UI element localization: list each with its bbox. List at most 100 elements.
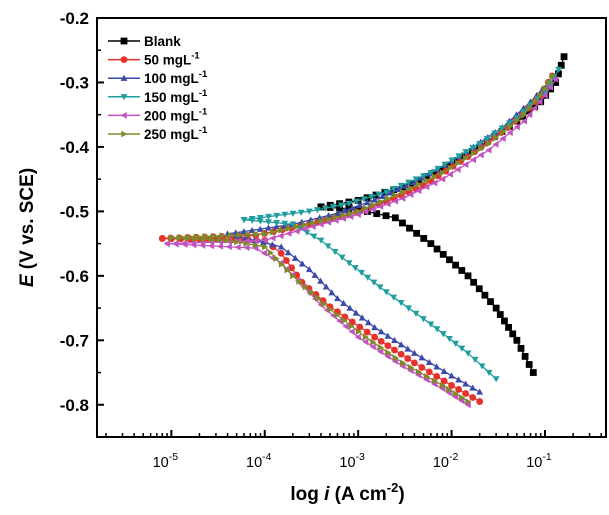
data-point <box>265 219 272 226</box>
series-line <box>320 56 565 208</box>
data-point <box>356 201 364 208</box>
data-point <box>262 230 269 238</box>
data-point <box>291 254 299 261</box>
data-point <box>446 256 453 264</box>
data-point <box>342 322 349 330</box>
data-point <box>224 236 231 244</box>
data-point <box>248 215 256 223</box>
data-point <box>211 232 218 240</box>
data-point <box>433 363 441 370</box>
data-point <box>439 385 446 393</box>
data-point <box>194 233 201 241</box>
data-point <box>534 95 542 102</box>
y-tick-label: -0.5 <box>60 202 89 221</box>
plot-area-frame <box>96 17 607 438</box>
data-point <box>314 294 322 302</box>
data-point <box>447 164 454 172</box>
data-point <box>377 348 384 355</box>
data-point <box>377 343 384 351</box>
data-point <box>446 170 453 178</box>
data-point <box>352 309 360 316</box>
x-tick-label: 10-4 <box>246 451 272 471</box>
data-point <box>348 204 356 211</box>
data-point <box>120 56 128 63</box>
data-point <box>318 217 325 225</box>
x-tick-label: 10-2 <box>433 451 459 471</box>
data-point <box>431 377 438 385</box>
data-point <box>317 277 324 284</box>
legend-label: 200 mgL-1 <box>144 106 208 123</box>
data-point <box>455 153 463 160</box>
data-point <box>433 373 441 380</box>
data-point <box>439 169 446 177</box>
data-point <box>177 234 184 241</box>
data-point <box>500 128 507 136</box>
data-point <box>336 204 343 212</box>
data-point <box>327 305 334 313</box>
data-point <box>537 91 544 99</box>
data-point <box>290 272 297 280</box>
data-point <box>284 266 291 274</box>
series-line <box>167 78 557 245</box>
data-point <box>427 169 435 177</box>
data-point <box>334 209 341 217</box>
data-point <box>542 85 549 93</box>
data-point <box>305 266 313 273</box>
data-point <box>406 224 413 232</box>
series-line <box>162 237 481 403</box>
data-point <box>348 328 355 336</box>
data-point <box>458 397 465 405</box>
data-point <box>476 398 484 405</box>
data-point <box>308 289 315 297</box>
series-line <box>167 242 469 406</box>
data-point <box>485 146 492 154</box>
data-point <box>454 166 461 173</box>
series-5 <box>168 72 556 405</box>
data-point <box>411 349 418 356</box>
data-point <box>236 231 243 239</box>
data-point <box>256 218 264 225</box>
data-point <box>536 98 543 106</box>
data-point <box>277 232 284 240</box>
data-point <box>492 304 500 312</box>
data-point <box>392 354 399 362</box>
data-point <box>382 189 390 196</box>
data-point <box>243 240 250 248</box>
data-point <box>297 209 305 216</box>
x-axis-ticks: 10-5 10-4 10-3 10-2 10-1 <box>105 430 602 471</box>
data-point <box>286 225 293 232</box>
data-point <box>345 260 353 267</box>
data-point <box>384 200 391 208</box>
data-point <box>423 373 431 380</box>
data-point <box>476 140 484 148</box>
data-point <box>549 72 556 80</box>
data-point <box>452 390 459 397</box>
data-point <box>284 249 292 256</box>
data-point <box>310 233 318 240</box>
data-point <box>360 196 368 203</box>
data-point <box>448 157 456 164</box>
data-point <box>397 182 405 189</box>
data-point <box>337 202 345 209</box>
data-point <box>384 332 392 339</box>
data-point <box>462 390 470 397</box>
data-point <box>492 140 499 148</box>
data-point <box>234 238 241 246</box>
legend-label: Blank <box>144 34 181 49</box>
data-point <box>336 317 343 325</box>
data-point <box>427 321 435 328</box>
data-point <box>379 192 386 200</box>
data-point <box>346 304 354 311</box>
data-point <box>362 338 369 346</box>
legend-item: 50 mgL-1 <box>108 51 200 68</box>
data-point <box>470 278 478 286</box>
data-point <box>225 238 232 245</box>
data-point <box>338 254 346 261</box>
data-point <box>415 180 423 188</box>
data-point <box>458 394 466 401</box>
data-point <box>216 236 223 244</box>
data-point <box>391 197 399 205</box>
data-point <box>370 201 377 209</box>
data-point <box>499 135 506 142</box>
data-point <box>560 53 568 61</box>
